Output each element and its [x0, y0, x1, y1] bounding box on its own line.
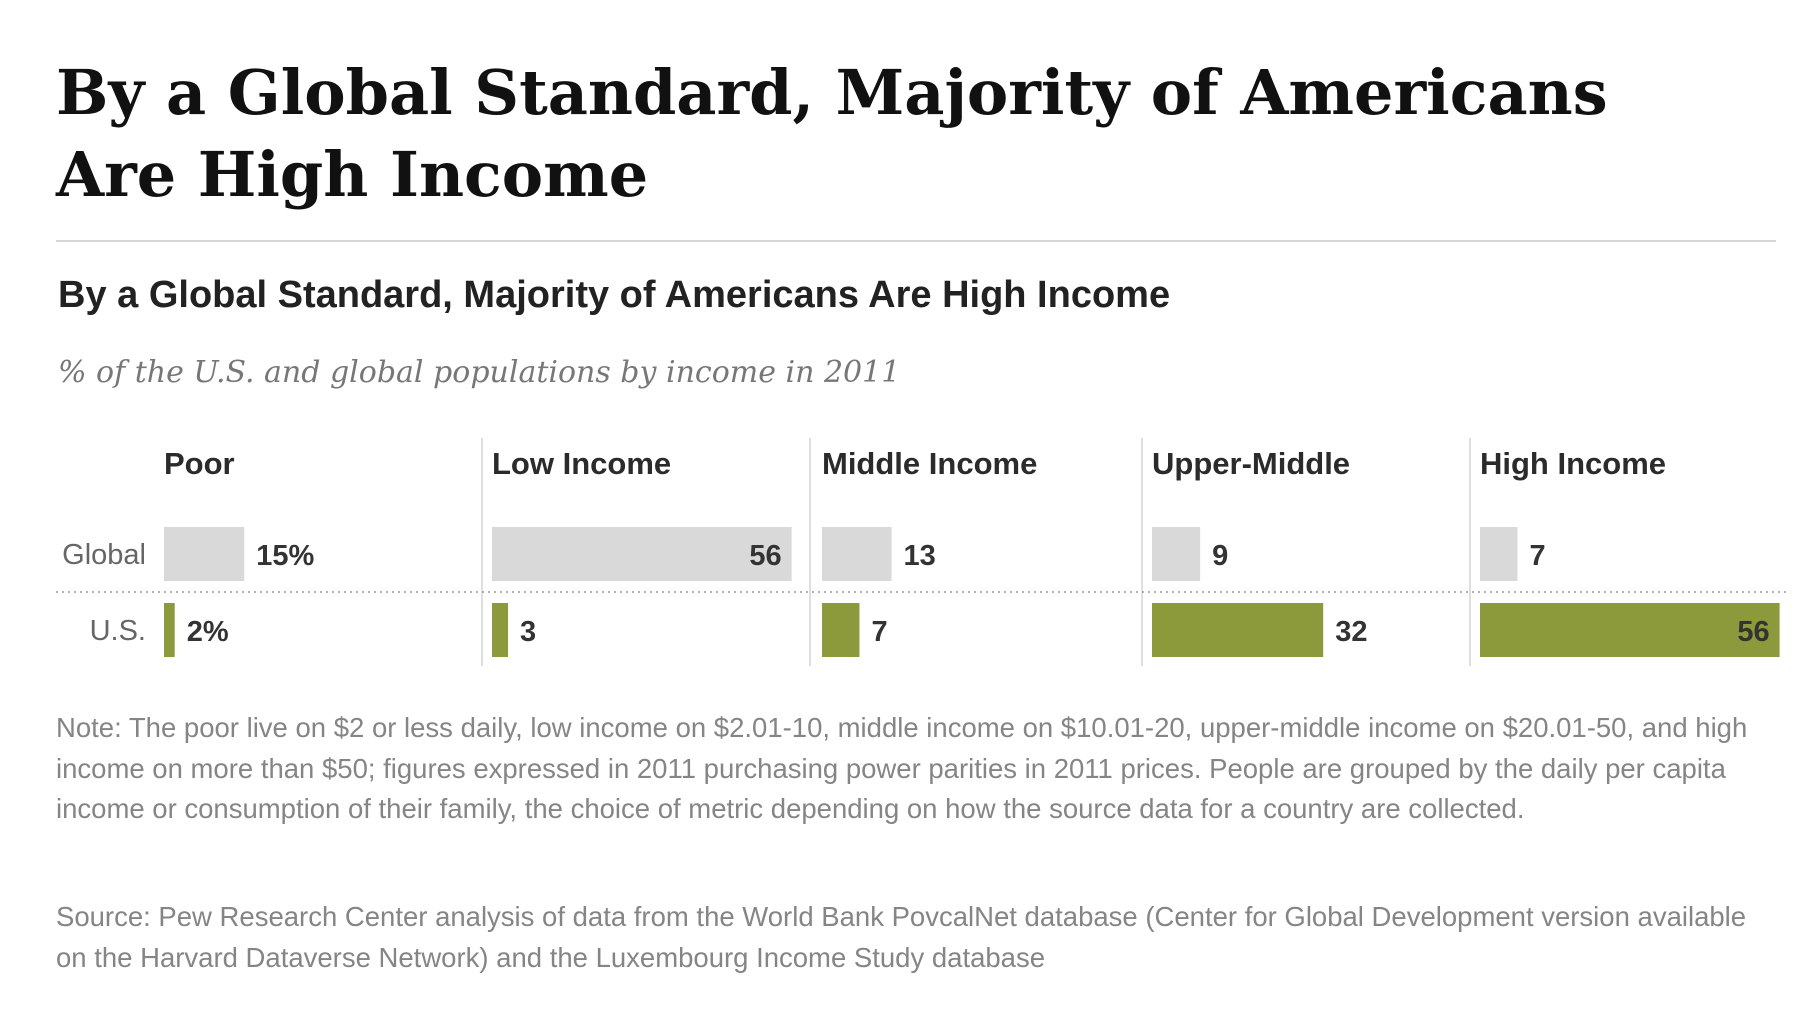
- value-label-global-poor: 15%: [256, 540, 314, 572]
- bar-global-middle-income: [822, 527, 892, 581]
- value-label-u-s-low-income: 3: [520, 616, 536, 648]
- value-label-global-low-income: 56: [749, 540, 781, 572]
- bar-u-s-middle-income: [822, 603, 860, 657]
- chart-source: Source: Pew Research Center analysis of …: [56, 901, 1747, 973]
- bar-global-upper-middle: [1152, 527, 1201, 581]
- bar-u-s-high-income: [1480, 603, 1780, 657]
- chart-subtitle: % of the U.S. and global populations by …: [58, 355, 901, 390]
- category-label-upper-middle: Upper-Middle: [1152, 446, 1350, 481]
- value-label-u-s-upper-middle: 32: [1335, 616, 1367, 648]
- value-label-global-upper-middle: 9: [1212, 540, 1228, 572]
- value-label-u-s-middle-income: 7: [871, 616, 887, 648]
- bar-u-s-low-income: [492, 603, 509, 657]
- category-label-high-income: High Income: [1480, 446, 1666, 481]
- category-label-middle-income: Middle Income: [822, 446, 1037, 481]
- row-label-u-s: U.S.: [90, 615, 146, 647]
- value-label-u-s-high-income: 56: [1737, 616, 1769, 648]
- bar-u-s-poor: [164, 603, 175, 657]
- chart-title: By a Global Standard, Majority of Americ…: [58, 274, 1171, 316]
- bar-global-high-income: [1480, 527, 1518, 581]
- page-title: By a Global Standard, Majority of Americ…: [56, 56, 1608, 211]
- value-label-global-high-income: 7: [1529, 540, 1545, 572]
- bar-chart: Poor Low Income Middle Income Upper-Middle H…: [56, 438, 1786, 666]
- value-label-u-s-poor: 2%: [187, 616, 229, 648]
- category-label-poor: Poor: [164, 446, 235, 481]
- category-label-low-income: Low Income: [492, 446, 671, 481]
- title-divider: [56, 240, 1776, 242]
- value-label-global-middle-income: 13: [904, 540, 936, 572]
- row-label-global: Global: [62, 539, 146, 571]
- bar-global-poor: [164, 527, 245, 581]
- bar-u-s-upper-middle: [1152, 603, 1324, 657]
- bar-global-low-income: [492, 527, 792, 581]
- chart-note: Note: The poor live on $2 or less daily,…: [56, 712, 1748, 824]
